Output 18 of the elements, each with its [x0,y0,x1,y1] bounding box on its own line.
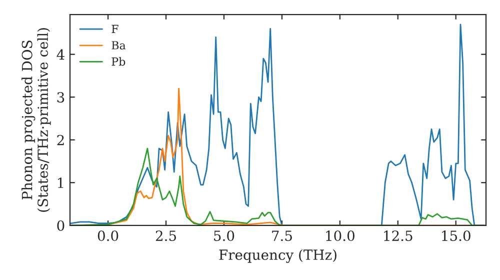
y-tick-label: 2 [57,134,64,146]
x-tick-label: 5.0 [214,230,234,242]
line-series [70,148,484,226]
x-tick-label: 0.0 [98,230,118,242]
legend-label: Ba [112,41,126,50]
x-axis-title: Frequency (THz) [219,249,336,263]
x-tick-label: 7.5 [272,230,292,242]
y-tick-label: 0 [57,220,64,231]
x-tick-label: 2.5 [156,230,176,242]
legend-label: Pb [112,57,126,66]
y-tick-label: 1 [58,178,64,188]
y-tick-label: 4 [56,49,64,60]
legend-label: F [112,24,118,34]
x-tick-label: 12.5 [384,230,412,242]
y-axis-title: Phonon projected DOS (States/THz·primitive cell) [22,28,51,212]
y-tick-label: 3 [57,92,64,103]
x-tick-label: 10.0 [326,230,354,242]
x-tick-label: 15.0 [442,230,470,242]
